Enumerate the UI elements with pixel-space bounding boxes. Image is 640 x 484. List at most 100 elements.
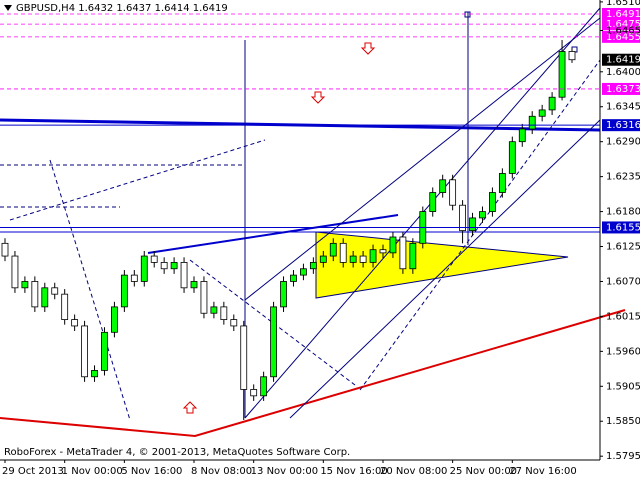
candle-body — [489, 192, 496, 212]
candle-body — [479, 211, 486, 219]
candle-body — [11, 255, 19, 289]
x-tick-label: 5 Nov 16:00 — [121, 466, 182, 477]
price-level-label: 1.6373 — [606, 84, 640, 95]
y-tick-label: 1.5795 — [606, 451, 640, 462]
candle-body — [260, 376, 268, 397]
x-tick-label: 27 Nov 16:00 — [509, 466, 576, 477]
candle-body — [309, 262, 317, 270]
candle-body — [111, 306, 118, 333]
x-tick-label: 8 Nov 08:00 — [191, 466, 252, 477]
candle-body — [1, 242, 9, 257]
candle-body — [150, 255, 158, 263]
candle-body — [230, 319, 238, 327]
y-tick-label: 1.5905 — [606, 381, 640, 392]
candle-body — [379, 249, 387, 254]
candle-body — [429, 192, 437, 212]
candle-body — [359, 255, 367, 263]
x-tick-label: 25 Nov 00:00 — [450, 466, 517, 477]
candle-body — [538, 109, 546, 117]
price-level-tag — [602, 221, 640, 234]
y-tick-label: 1.6180 — [606, 207, 640, 218]
x-tick-label: 13 Nov 00:00 — [251, 466, 318, 477]
candle-body — [280, 281, 287, 308]
candle-body — [101, 331, 108, 371]
candle-body — [130, 274, 138, 282]
y-tick-label: 1.6070 — [606, 276, 640, 287]
candle-body — [369, 249, 377, 263]
candle-body — [459, 204, 466, 232]
candle-body — [190, 281, 198, 289]
candle-body — [250, 389, 258, 397]
candle-body — [469, 217, 476, 232]
price-level-tag — [602, 82, 640, 95]
x-tick-label: 15 Nov 16:00 — [320, 466, 387, 477]
candle-body — [329, 242, 337, 257]
candle-body — [81, 325, 88, 378]
x-tick-label: 20 Nov 08:00 — [380, 466, 447, 477]
y-tick-label: 1.6290 — [606, 137, 640, 148]
candle-body — [518, 128, 526, 143]
candle-body — [528, 115, 536, 130]
candle-body — [508, 141, 516, 174]
candle-body — [120, 274, 128, 308]
candle-body — [339, 242, 347, 263]
candles — [1, 40, 576, 420]
candle-body — [319, 255, 327, 263]
candle-body — [240, 325, 248, 390]
y-tick-label: 1.6400 — [606, 67, 640, 78]
candle-body — [41, 287, 49, 308]
candle-body — [71, 319, 79, 327]
candle-body — [31, 281, 39, 308]
y-tick-label: 1.6345 — [606, 102, 640, 113]
x-tick-label: 29 Oct 2013 — [2, 466, 64, 477]
candle-body — [399, 236, 407, 270]
footer: RoboForex - MetaTrader 4, © 2001-2013, M… — [4, 447, 350, 458]
price-level-label: 1.6491 — [606, 9, 640, 20]
chart-title: GBPUSD,H4 1.6432 1.6437 1.6414 1.6419 — [16, 3, 228, 14]
y-tick-label: 1.6465 — [606, 25, 640, 36]
candle-body — [210, 306, 218, 314]
price-level-tag — [602, 18, 640, 31]
candle-body — [200, 281, 208, 314]
candle-body — [449, 179, 457, 206]
price-level-label: 1.6419 — [606, 55, 640, 66]
price-level-tag — [602, 53, 640, 66]
candle-body — [439, 179, 447, 193]
price-level-tag — [602, 7, 640, 20]
price-level-label: 1.6316 — [606, 120, 640, 131]
candle-body — [290, 274, 297, 282]
price-level-label: 1.6475 — [606, 19, 640, 30]
x-tick-label: 1 Nov 00:00 — [62, 466, 123, 477]
candle-body — [140, 255, 148, 282]
price-level-tag — [602, 30, 640, 43]
price-level-label: 1.6155 — [606, 222, 640, 233]
y-tick-label: 1.6235 — [606, 172, 640, 183]
candle-body — [91, 370, 98, 378]
y-tick-label: 1.5850 — [606, 416, 640, 427]
candle-body — [498, 173, 506, 193]
y-tick-label: 1.6125 — [606, 242, 640, 253]
collapse-icon — [4, 5, 12, 11]
price-level-label: 1.6455 — [606, 32, 640, 43]
candle-body — [170, 262, 178, 270]
y-tick-label: 1.6510 — [606, 0, 640, 8]
candle-body — [270, 306, 277, 378]
candle-body — [349, 255, 357, 263]
candle-body — [409, 242, 417, 270]
price-level-tag — [602, 119, 640, 132]
candle-body — [21, 281, 29, 289]
candle-body — [389, 236, 397, 254]
y-tick-label: 1.6015 — [606, 311, 640, 322]
y-tick-label: 1.5960 — [606, 346, 640, 357]
candle-body — [160, 262, 168, 270]
candle-body — [61, 293, 69, 320]
candle-body — [180, 262, 188, 289]
candle-body — [51, 287, 59, 295]
candle-body — [568, 51, 576, 61]
candle-body — [558, 51, 566, 98]
candle-body — [300, 268, 307, 276]
candle-body — [220, 306, 228, 320]
